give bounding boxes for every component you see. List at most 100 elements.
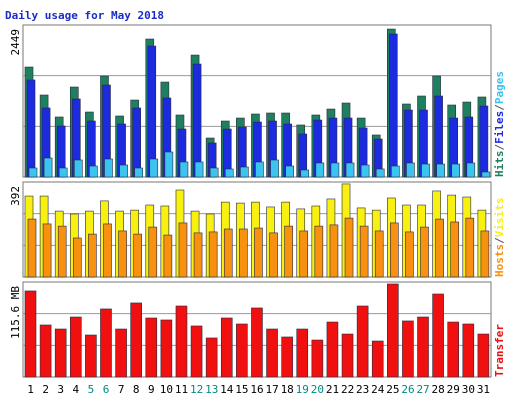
bar	[224, 168, 234, 178]
bar	[466, 162, 476, 178]
x-tick-label: 5	[88, 383, 95, 396]
legend-entry: Transfer	[493, 324, 506, 377]
bar	[104, 158, 113, 178]
bar	[450, 221, 460, 278]
bar	[359, 225, 369, 278]
x-tick-label: 18	[281, 383, 294, 396]
bar	[42, 223, 52, 278]
bar	[208, 231, 218, 278]
bar	[88, 233, 97, 278]
bar	[326, 321, 339, 378]
x-tick-label: 12	[190, 383, 203, 396]
bar	[462, 323, 475, 378]
x-tick-label: 27	[416, 383, 429, 396]
bar	[329, 224, 339, 278]
x-tick-label: 7	[118, 383, 125, 396]
x-tick-label: 11	[175, 383, 188, 396]
bar	[57, 225, 67, 278]
bar	[344, 217, 354, 278]
bar	[375, 168, 385, 178]
x-tick-label: 30	[462, 383, 475, 396]
bar	[240, 166, 249, 178]
bar	[421, 163, 430, 178]
bar	[299, 230, 309, 278]
x-tick-label: 16	[250, 383, 263, 396]
x-tick-label: 15	[235, 383, 248, 396]
bar	[284, 225, 293, 278]
bar	[190, 325, 203, 378]
bar	[193, 232, 203, 278]
bar	[300, 169, 310, 178]
x-tick-label: 28	[432, 383, 445, 396]
bar	[24, 290, 37, 378]
bar	[26, 79, 36, 178]
x-tick-label: 23	[356, 383, 369, 396]
chart-title: Daily usage for May 2018	[5, 9, 164, 22]
x-tick-label: 10	[160, 383, 173, 396]
bar	[160, 319, 173, 378]
bar	[43, 157, 53, 178]
x-tick-label: 8	[133, 383, 140, 396]
bar	[205, 337, 218, 378]
legend: Transfer	[493, 324, 506, 377]
bar	[311, 339, 324, 378]
bar	[356, 305, 369, 378]
bar	[58, 167, 68, 178]
bar	[194, 161, 204, 178]
x-tick-label: 3	[57, 383, 64, 396]
bar	[447, 321, 460, 378]
bar	[220, 317, 233, 378]
bar	[236, 323, 248, 378]
bar	[390, 222, 399, 278]
bar	[209, 167, 219, 178]
x-tick-label: 21	[326, 383, 339, 396]
x-tick-label: 17	[265, 383, 278, 396]
x-tick-label: 14	[220, 383, 234, 396]
bar	[270, 159, 279, 178]
bar	[389, 33, 398, 178]
bar	[345, 162, 355, 178]
bar	[179, 161, 189, 178]
bar	[100, 308, 112, 378]
bar	[89, 165, 98, 178]
bar	[223, 228, 233, 278]
bar	[481, 171, 491, 178]
bar	[115, 328, 127, 378]
bar	[360, 164, 370, 178]
x-tick-label: 4	[73, 383, 80, 396]
bar	[175, 305, 188, 378]
legend-entry: Visits	[493, 198, 506, 238]
bar	[39, 324, 52, 378]
bar	[402, 320, 414, 378]
bar	[330, 162, 340, 178]
bar	[371, 340, 384, 378]
legend: Hosts/Visits	[493, 198, 506, 278]
x-tick-label: 31	[477, 383, 490, 396]
bar	[192, 63, 202, 178]
bar	[480, 230, 490, 278]
legend-separator: /	[493, 104, 506, 111]
bar	[420, 226, 429, 278]
bar	[296, 328, 309, 378]
bar	[255, 161, 264, 178]
legend-separator: /	[493, 237, 506, 244]
bar	[254, 227, 263, 278]
bar	[133, 233, 142, 278]
bar	[149, 158, 159, 178]
bar	[281, 336, 293, 378]
x-tick-label: 2	[42, 383, 49, 396]
y-tick-label: 392	[9, 186, 22, 206]
bar	[314, 225, 324, 278]
bar	[451, 163, 461, 178]
bar	[69, 316, 82, 378]
x-tick-label: 9	[148, 383, 155, 396]
bar	[479, 105, 489, 178]
bar	[164, 151, 174, 178]
bar	[435, 218, 444, 278]
bar	[436, 163, 445, 178]
bar	[341, 333, 354, 378]
legend-entry: Hits	[493, 151, 506, 178]
bar	[417, 316, 429, 378]
bar	[374, 230, 384, 278]
